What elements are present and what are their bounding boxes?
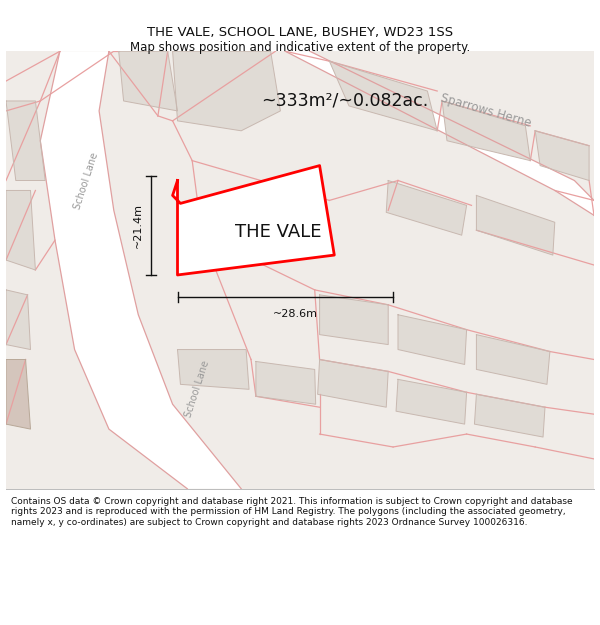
Polygon shape xyxy=(6,359,31,429)
Polygon shape xyxy=(286,51,594,215)
Polygon shape xyxy=(386,181,467,235)
Polygon shape xyxy=(119,51,178,111)
Text: ~21.4m: ~21.4m xyxy=(133,202,143,248)
Polygon shape xyxy=(6,101,45,181)
Text: Map shows position and indicative extent of the property.: Map shows position and indicative extent… xyxy=(130,41,470,54)
Polygon shape xyxy=(6,191,35,270)
Polygon shape xyxy=(40,51,241,489)
Polygon shape xyxy=(475,394,545,437)
Polygon shape xyxy=(173,51,280,131)
Text: ~28.6m: ~28.6m xyxy=(272,309,317,319)
Text: School Lane: School Lane xyxy=(73,151,100,210)
Polygon shape xyxy=(320,295,388,344)
Polygon shape xyxy=(535,131,589,181)
Polygon shape xyxy=(317,359,388,408)
Text: THE VALE: THE VALE xyxy=(235,223,322,241)
Text: THE VALE, SCHOOL LANE, BUSHEY, WD23 1SS: THE VALE, SCHOOL LANE, BUSHEY, WD23 1SS xyxy=(147,26,453,39)
Polygon shape xyxy=(476,334,550,384)
Polygon shape xyxy=(398,315,467,364)
Text: ~333m²/~0.082ac.: ~333m²/~0.082ac. xyxy=(261,92,428,110)
Polygon shape xyxy=(329,61,437,131)
Polygon shape xyxy=(442,101,530,161)
Text: School Lane: School Lane xyxy=(183,359,211,419)
Polygon shape xyxy=(178,349,249,389)
Text: Contains OS data © Crown copyright and database right 2021. This information is : Contains OS data © Crown copyright and d… xyxy=(11,497,572,527)
Polygon shape xyxy=(6,51,594,489)
Polygon shape xyxy=(256,361,316,404)
Polygon shape xyxy=(476,196,555,255)
Polygon shape xyxy=(6,290,31,349)
Polygon shape xyxy=(396,379,467,424)
Text: Sparrows Herne: Sparrows Herne xyxy=(439,92,533,130)
Polygon shape xyxy=(173,166,334,275)
